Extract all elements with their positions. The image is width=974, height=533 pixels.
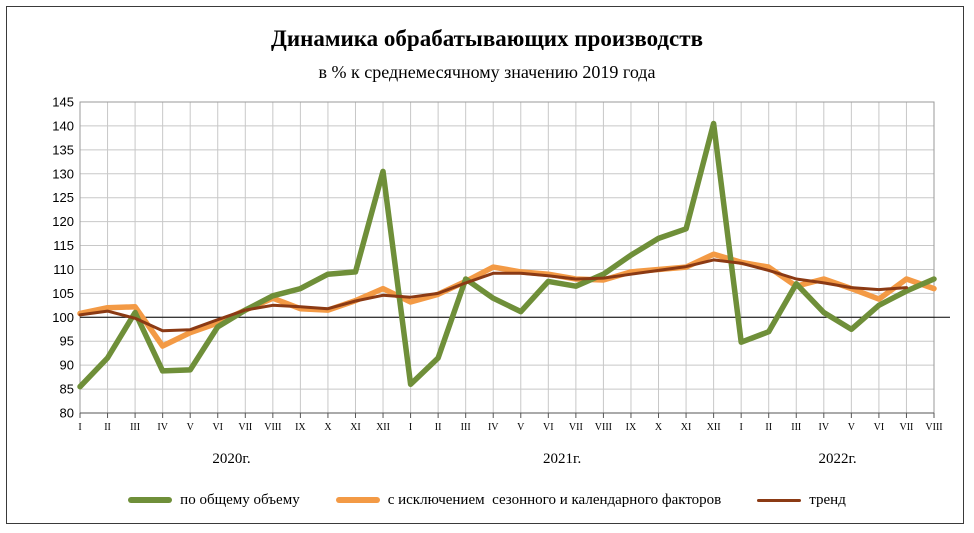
x-tick-label: XII xyxy=(376,422,390,433)
x-tick-label: VI xyxy=(212,422,223,433)
series-line-trend xyxy=(78,258,908,333)
y-tick-label: 130 xyxy=(52,166,74,181)
x-tick-label: III xyxy=(461,422,471,433)
x-tick-label: X xyxy=(655,422,663,433)
x-tick-label: V xyxy=(187,422,195,433)
x-tick-label: II xyxy=(435,422,442,433)
x-tick-label: IX xyxy=(626,422,637,433)
x-tick-label: X xyxy=(324,422,332,433)
legend: по общему объему с исключением сезонного… xyxy=(0,488,974,512)
y-tick-label: 95 xyxy=(60,334,74,349)
y-tick-label: 100 xyxy=(52,310,74,325)
x-tick-label: VIII xyxy=(264,422,281,433)
legend-swatch-total xyxy=(128,497,173,503)
year-label: 2021г. xyxy=(543,451,581,467)
legend-label-total: по общему объему xyxy=(180,491,300,508)
x-tick-label: IX xyxy=(295,422,306,433)
y-tick-label: 85 xyxy=(60,382,74,397)
x-tick-label: IV xyxy=(819,422,830,433)
legend-item-adjusted: с исключением сезонного и календарного ф… xyxy=(335,491,722,509)
x-tick-label: XI xyxy=(350,422,361,433)
grid-lines xyxy=(79,101,935,414)
year-label: 2022г. xyxy=(818,451,856,467)
y-tick-label: 90 xyxy=(60,358,74,373)
x-tick-label: IV xyxy=(488,422,499,433)
legend-item-trend: тренд xyxy=(757,492,846,509)
y-tick-label: 115 xyxy=(53,238,74,253)
y-tick-label: 120 xyxy=(52,214,74,229)
x-tick-label: XII xyxy=(707,422,721,433)
year-label: 2020г. xyxy=(212,451,250,467)
y-tick-label: 135 xyxy=(52,142,74,157)
x-tick-label: IV xyxy=(157,422,168,433)
y-tick-label: 145 xyxy=(52,95,74,110)
x-tick-label: II xyxy=(765,422,772,433)
series-lines xyxy=(77,120,937,390)
y-tick-label: 125 xyxy=(52,190,74,205)
x-tick-label: VII xyxy=(569,422,583,433)
chart-title: Динамика обрабатывающих производств xyxy=(271,26,703,51)
x-tick-label: VIII xyxy=(925,422,942,433)
y-tick-label: 110 xyxy=(53,262,74,277)
x-tick-label: VI xyxy=(874,422,885,433)
chart-subtitle: в % к среднемесячному значению 2019 года xyxy=(318,62,656,82)
x-tick-label: VI xyxy=(543,422,554,433)
legend-swatch-trend xyxy=(757,498,802,502)
legend-swatch-adjusted xyxy=(335,497,380,503)
x-tick-label: II xyxy=(104,422,111,433)
series-line-adjusted xyxy=(77,251,937,349)
legend-label-trend: тренд xyxy=(809,491,846,508)
series-line-total xyxy=(77,120,937,390)
y-tick-label: 80 xyxy=(60,406,74,421)
x-tick-label: III xyxy=(791,422,801,433)
legend-item-total: по общему объему xyxy=(128,492,300,509)
x-tick-label: V xyxy=(517,422,525,433)
y-tick-label: 140 xyxy=(52,118,74,133)
x-tick-label: I xyxy=(409,422,412,433)
chart-frame xyxy=(6,6,964,524)
plot-border xyxy=(79,101,935,414)
y-tick-label: 105 xyxy=(52,286,74,301)
x-tick-label: VII xyxy=(238,422,252,433)
x-tick-label: I xyxy=(78,422,81,433)
x-tick-label: XI xyxy=(681,422,692,433)
x-tick-label: VII xyxy=(900,422,914,433)
x-tick-label: V xyxy=(848,422,856,433)
legend-label-adjusted: с исключением сезонного и календарного ф… xyxy=(387,491,722,508)
x-tick-label: I xyxy=(739,422,742,433)
x-tick-label: III xyxy=(130,422,140,433)
x-tick-label: VIII xyxy=(595,422,612,433)
